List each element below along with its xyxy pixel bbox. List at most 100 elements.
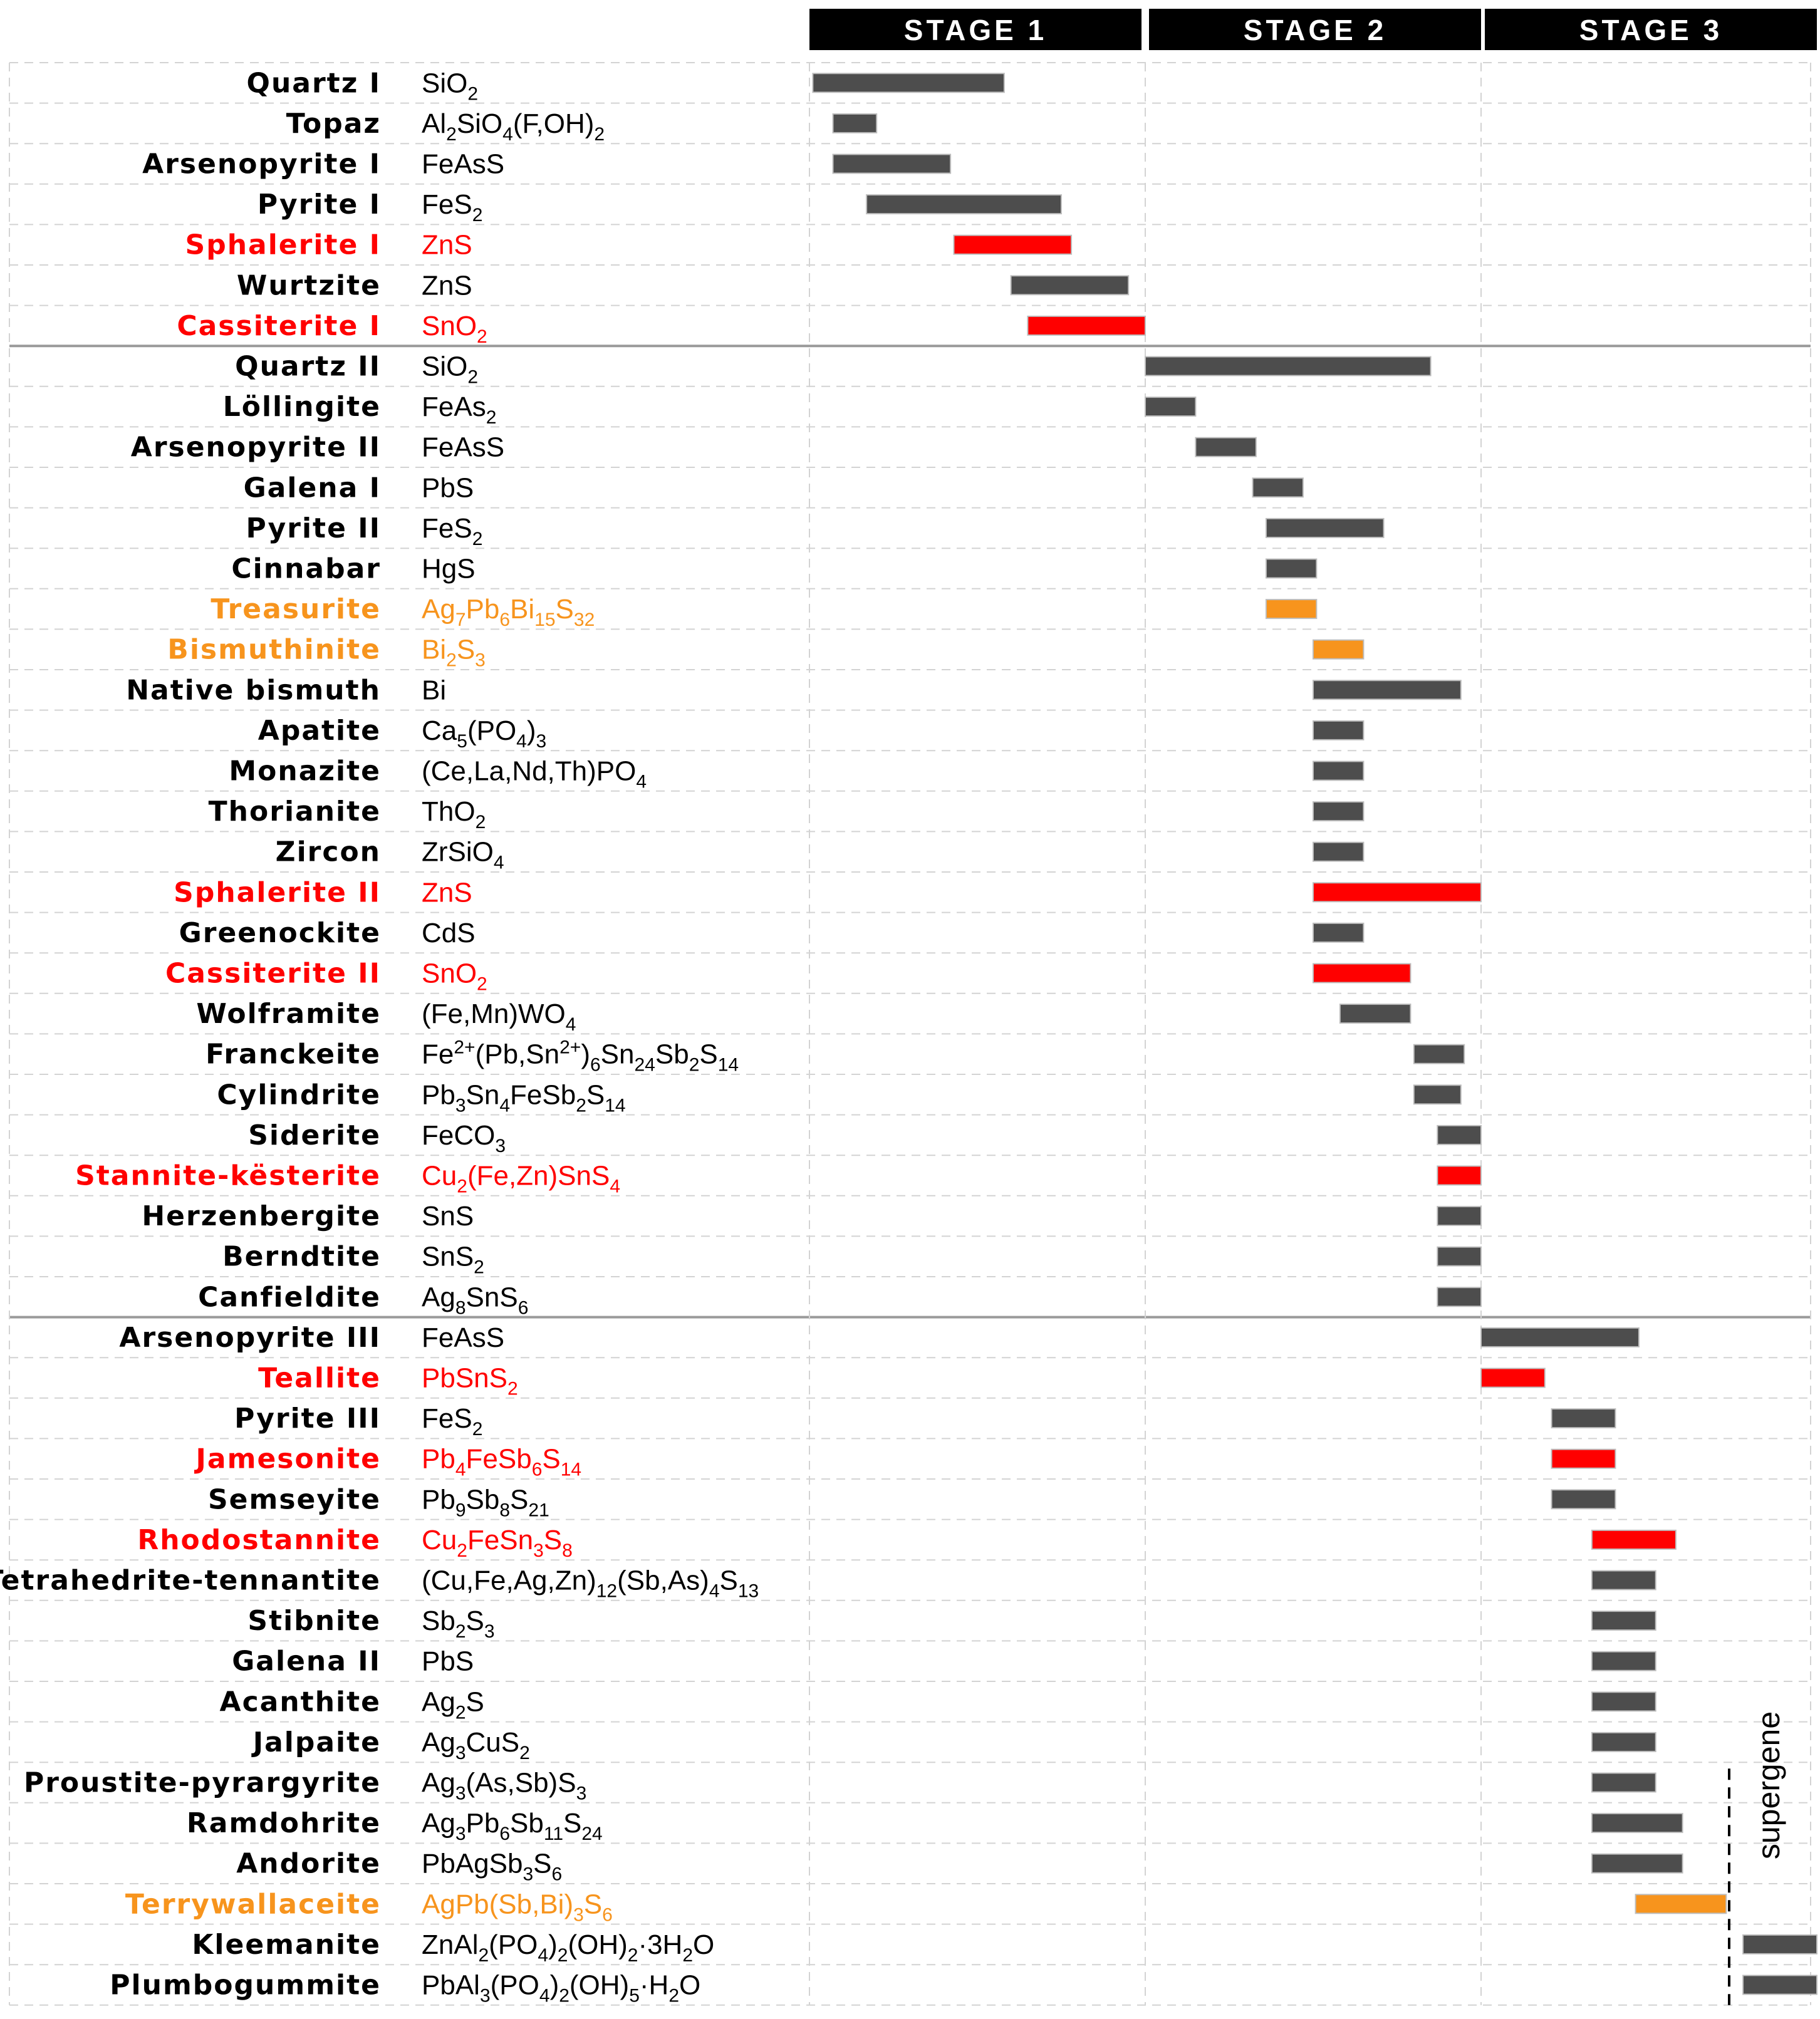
mineral-row: Franckeite Fe2+(Pb,Sn2+)6Sn24Sb2S14 bbox=[205, 1037, 1465, 1076]
duration-bar bbox=[1551, 1448, 1616, 1469]
mineral-row: Pyrite III FeS2 bbox=[234, 1403, 1616, 1440]
duration-bar bbox=[1742, 1934, 1818, 1954]
mineral-formula: ZrSiO4 bbox=[422, 837, 504, 873]
mineral-name: Pyrite III bbox=[234, 1403, 381, 1435]
duration-bar bbox=[1339, 1004, 1412, 1024]
mineral-formula: SiO2 bbox=[422, 351, 478, 388]
mineral-row: Greenockite CdS bbox=[179, 917, 1365, 949]
mineral-name: Tetrahedrite-tennantite bbox=[0, 1565, 381, 1597]
mineral-row: Stibnite Sb2S3 bbox=[247, 1605, 1656, 1642]
mineral-formula: ZnAl2(PO4)2(OH)2·3H2O bbox=[422, 1929, 714, 1966]
mineral-row: Arsenopyrite III FeAsS bbox=[119, 1322, 1640, 1354]
mineral-name: Bismuthinite bbox=[167, 634, 381, 666]
mineral-row: Herzenbergite SnS bbox=[142, 1200, 1482, 1232]
mineral-row: Rhodostannite Cu2FeSn3S8 bbox=[137, 1524, 1677, 1561]
duration-bar bbox=[1437, 1287, 1482, 1307]
mineral-row: Andorite PbAgSb3S6 bbox=[236, 1848, 1683, 1885]
mineral-formula: Pb9Sb8S21 bbox=[422, 1484, 549, 1520]
mineral-name: Zircon bbox=[276, 836, 381, 868]
mineral-row: Löllingite FeAs2 bbox=[223, 391, 1197, 428]
mineral-name: Topaz bbox=[286, 108, 381, 140]
mineral-row: Cassiterite II SnO2 bbox=[165, 958, 1412, 995]
duration-bar bbox=[1313, 720, 1365, 740]
mineral-name: Cylindrite bbox=[217, 1079, 381, 1111]
mineral-name: Wurtzite bbox=[237, 269, 381, 301]
mineral-name: Stannite-kësterite bbox=[75, 1160, 381, 1192]
mineral-row: Terrywallaceite AgPb(Sb,Bi)3S6 bbox=[125, 1888, 1727, 1925]
duration-bar bbox=[1437, 1206, 1482, 1227]
stage-header-bg bbox=[809, 9, 1141, 50]
mineral-formula: SnO2 bbox=[422, 958, 487, 995]
duration-bar bbox=[1591, 1691, 1656, 1712]
mineral-row: Cylindrite Pb3Sn4FeSb2S14 bbox=[217, 1079, 1462, 1116]
mineral-formula: FeAs2 bbox=[422, 392, 496, 428]
mineral-row: Apatite Ca5(PO4)3 bbox=[258, 715, 1365, 752]
duration-bar bbox=[1413, 1084, 1462, 1105]
duration-bar bbox=[1480, 1368, 1546, 1388]
mineral-row: Thorianite ThO2 bbox=[209, 796, 1365, 833]
duration-bar bbox=[1591, 1651, 1656, 1671]
mineral-row: Galena II PbS bbox=[232, 1646, 1656, 1678]
mineral-row: Arsenopyrite II FeAsS bbox=[131, 432, 1257, 464]
mineral-formula: PbS bbox=[422, 472, 474, 503]
duration-bar bbox=[1145, 397, 1197, 417]
mineral-name: Native bismuth bbox=[126, 674, 381, 706]
mineral-row: Proustite-pyrargyrite Ag3(As,Sb)S3 bbox=[24, 1767, 1656, 1804]
mineral-formula: Ag3CuS2 bbox=[422, 1727, 530, 1763]
mineral-row: Quartz II SiO2 bbox=[235, 351, 1432, 388]
mineral-row: Canfieldite Ag8SnS6 bbox=[198, 1281, 1482, 1318]
mineral-name: Teallite bbox=[258, 1362, 381, 1394]
grid bbox=[9, 62, 1811, 2006]
mineral-row: Pyrite I FeS2 bbox=[257, 189, 1062, 226]
mineral-name: Treasurite bbox=[211, 593, 381, 625]
mineral-formula: FeS2 bbox=[422, 513, 482, 549]
mineral-name: Pyrite II bbox=[246, 512, 381, 544]
mineral-row: Bismuthinite Bi2S3 bbox=[167, 634, 1365, 671]
mineral-formula: FeS2 bbox=[422, 189, 482, 226]
mineral-row: Semseyite Pb9Sb8S21 bbox=[208, 1483, 1616, 1520]
mineral-name: Arsenopyrite I bbox=[142, 148, 381, 180]
mineral-name: Siderite bbox=[248, 1119, 381, 1151]
mineral-formula: (Cu,Fe,Ag,Zn)12(Sb,As)4S13 bbox=[422, 1565, 759, 1602]
duration-bar bbox=[1413, 1044, 1465, 1064]
duration-bar bbox=[1591, 1529, 1677, 1550]
mineral-formula: ZnS bbox=[422, 270, 472, 301]
mineral-row: Wurtzite ZnS bbox=[237, 269, 1130, 301]
mineral-name: Stibnite bbox=[247, 1605, 381, 1637]
mineral-name: Semseyite bbox=[208, 1483, 381, 1515]
duration-bar bbox=[1591, 1570, 1656, 1591]
mineral-name: Thorianite bbox=[209, 796, 381, 828]
mineral-formula: Cu2(Fe,Zn)SnS4 bbox=[422, 1161, 620, 1197]
mineral-row: Galena I PbS bbox=[244, 472, 1304, 504]
mineral-name: Apatite bbox=[258, 715, 381, 747]
mineral-row: Monazite (Ce,La,Nd,Th)PO4 bbox=[229, 755, 1365, 792]
duration-bar bbox=[1591, 1853, 1683, 1874]
mineral-formula: Fe2+(Pb,Sn2+)6Sn24Sb2S14 bbox=[422, 1037, 739, 1076]
mineral-row: Arsenopyrite I FeAsS bbox=[142, 148, 952, 180]
duration-bar bbox=[866, 194, 1062, 215]
mineral-name: Jamesonite bbox=[194, 1443, 381, 1475]
mineral-formula: CdS bbox=[422, 918, 476, 948]
mineral-row: Native bismuth Bi bbox=[126, 674, 1462, 706]
duration-bar bbox=[1313, 922, 1365, 943]
mineral-formula: PbSnS2 bbox=[422, 1363, 518, 1399]
mineral-formula: ThO2 bbox=[422, 796, 486, 833]
mineral-name: Kleemanite bbox=[192, 1929, 381, 1961]
duration-bar bbox=[1551, 1408, 1616, 1429]
mineral-name: Quartz I bbox=[247, 67, 381, 99]
mineral-row: Topaz Al2SiO4(F,OH)2 bbox=[286, 108, 878, 145]
duration-bar bbox=[1591, 1813, 1683, 1834]
supergene-bracket: supergene bbox=[1728, 1711, 1786, 2005]
mineral-formula: PbS bbox=[422, 1646, 474, 1677]
mineral-name: Proustite-pyrargyrite bbox=[24, 1767, 381, 1799]
mineral-formula: FeS2 bbox=[422, 1403, 482, 1440]
stage-header-label: STAGE 1 bbox=[904, 14, 1047, 46]
mineral-name: Wolframite bbox=[196, 998, 381, 1030]
mineral-formula: Ca5(PO4)3 bbox=[422, 715, 546, 752]
mineral-row: Pyrite II FeS2 bbox=[246, 512, 1385, 549]
mineral-name: Monazite bbox=[229, 755, 381, 787]
mineral-row: Cinnabar HgS bbox=[231, 553, 1318, 585]
mineral-row: Plumbogummite PbAl3(PO4)2(OH)5·H2O bbox=[110, 1970, 1818, 2006]
mineral-formula: Ag8SnS6 bbox=[422, 1282, 528, 1318]
duration-bar bbox=[1313, 680, 1462, 700]
